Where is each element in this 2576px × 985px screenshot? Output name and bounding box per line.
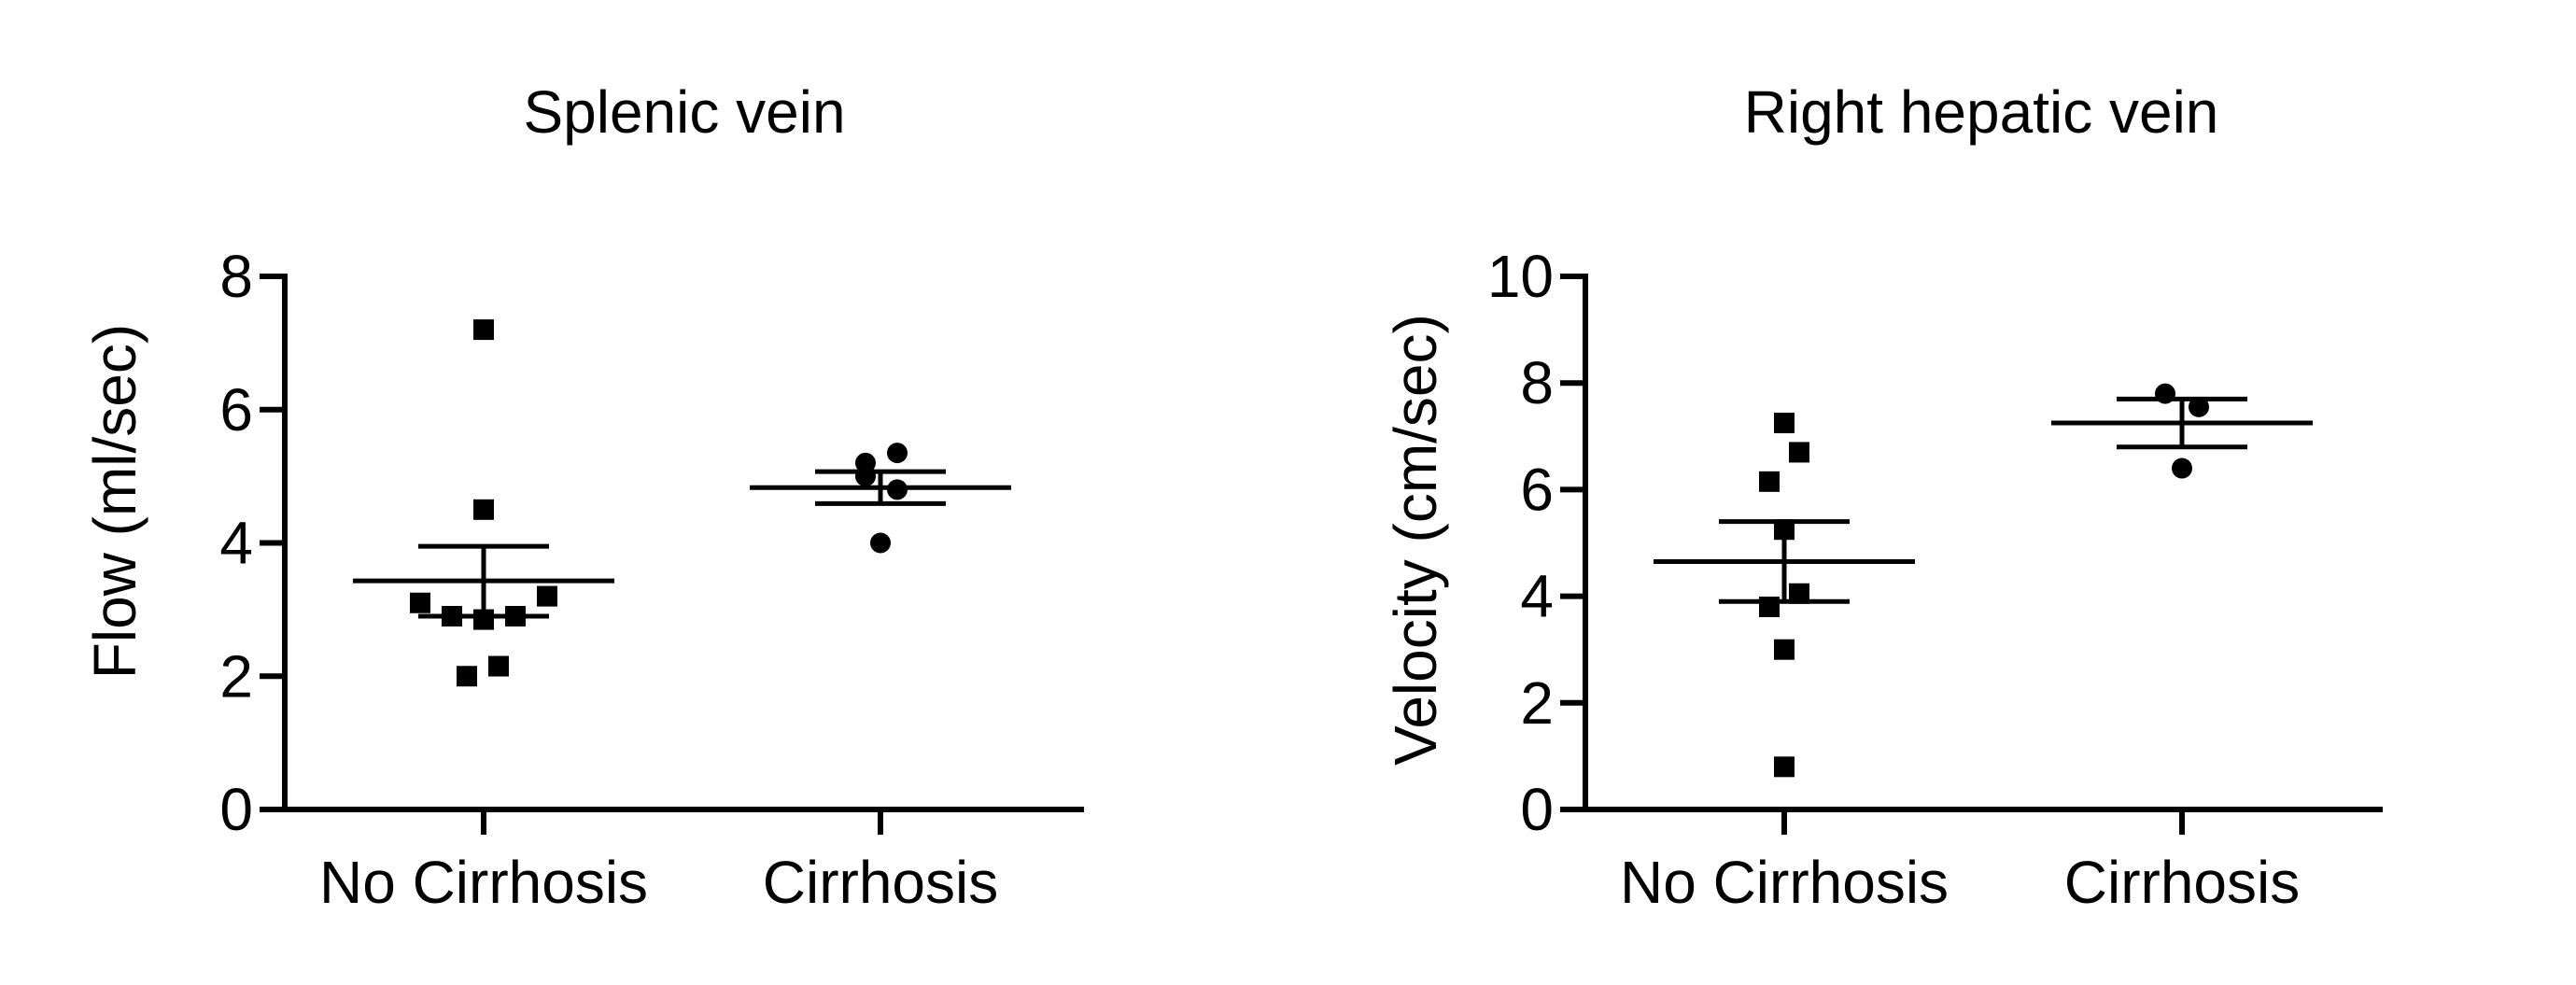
data-point-circle — [870, 532, 891, 554]
x-category-label: Cirrhosis — [763, 849, 998, 916]
x-categories: No Cirrhosis Cirrhosis — [319, 807, 998, 916]
chart-right-hepatic-vein: Right hepatic vein Velocity (cm/sec) 0 2 4… — [1382, 78, 2383, 916]
y-tick-label: 4 — [219, 510, 253, 577]
data-point-square — [473, 499, 494, 520]
data-point-circle — [887, 443, 908, 464]
y-tick-label: 0 — [1520, 776, 1554, 843]
axes — [1583, 274, 2383, 812]
data-point-square — [457, 666, 477, 687]
y-tick-label: 6 — [1520, 456, 1554, 523]
y-ticks: 0 2 4 6 8 10 — [1487, 243, 1588, 843]
data-point-square — [488, 655, 509, 677]
data-points — [1759, 383, 2209, 778]
data-point-square — [1789, 583, 1809, 604]
y-tick-label: 10 — [1487, 243, 1554, 310]
data-point-square — [1774, 413, 1795, 434]
data-point-circle — [855, 466, 876, 487]
axes — [282, 274, 1084, 812]
x-category-label: Cirrhosis — [2064, 849, 2300, 916]
data-point-circle — [2172, 457, 2192, 479]
y-tick-label: 0 — [219, 776, 253, 843]
x-categories: No Cirrhosis Cirrhosis — [1620, 807, 2300, 916]
y-tick-label: 4 — [1520, 563, 1554, 630]
error-bars — [353, 469, 1011, 619]
error-bars — [1654, 396, 2313, 604]
y-axis-label: Velocity (cm/sec) — [1382, 314, 1449, 766]
data-point-square — [1774, 756, 1795, 778]
chart-title: Splenic vein — [523, 78, 845, 146]
y-tick-label: 8 — [219, 243, 253, 310]
x-category-label: No Cirrhosis — [319, 849, 648, 916]
chart-splenic-vein: Splenic vein Flow (ml/sec) 0 2 4 6 8 No Cirr… — [81, 78, 1084, 916]
y-tick-label: 8 — [1520, 349, 1554, 416]
y-axis-label: Flow (ml/sec) — [81, 324, 148, 679]
data-point-square — [473, 319, 494, 341]
data-point-square — [1774, 639, 1795, 660]
y-tick-label: 2 — [1520, 669, 1554, 737]
data-point-square — [410, 592, 430, 613]
y-tick-label: 6 — [219, 376, 253, 443]
data-point-square — [537, 585, 557, 607]
data-point-circle — [2189, 396, 2209, 417]
chart-title: Right hepatic vein — [1744, 78, 2219, 146]
data-point-square — [1759, 471, 1780, 492]
y-ticks: 0 2 4 6 8 — [219, 243, 288, 843]
data-point-square — [1789, 442, 1809, 463]
y-tick-label: 2 — [219, 642, 253, 710]
x-category-label: No Cirrhosis — [1620, 849, 1949, 916]
